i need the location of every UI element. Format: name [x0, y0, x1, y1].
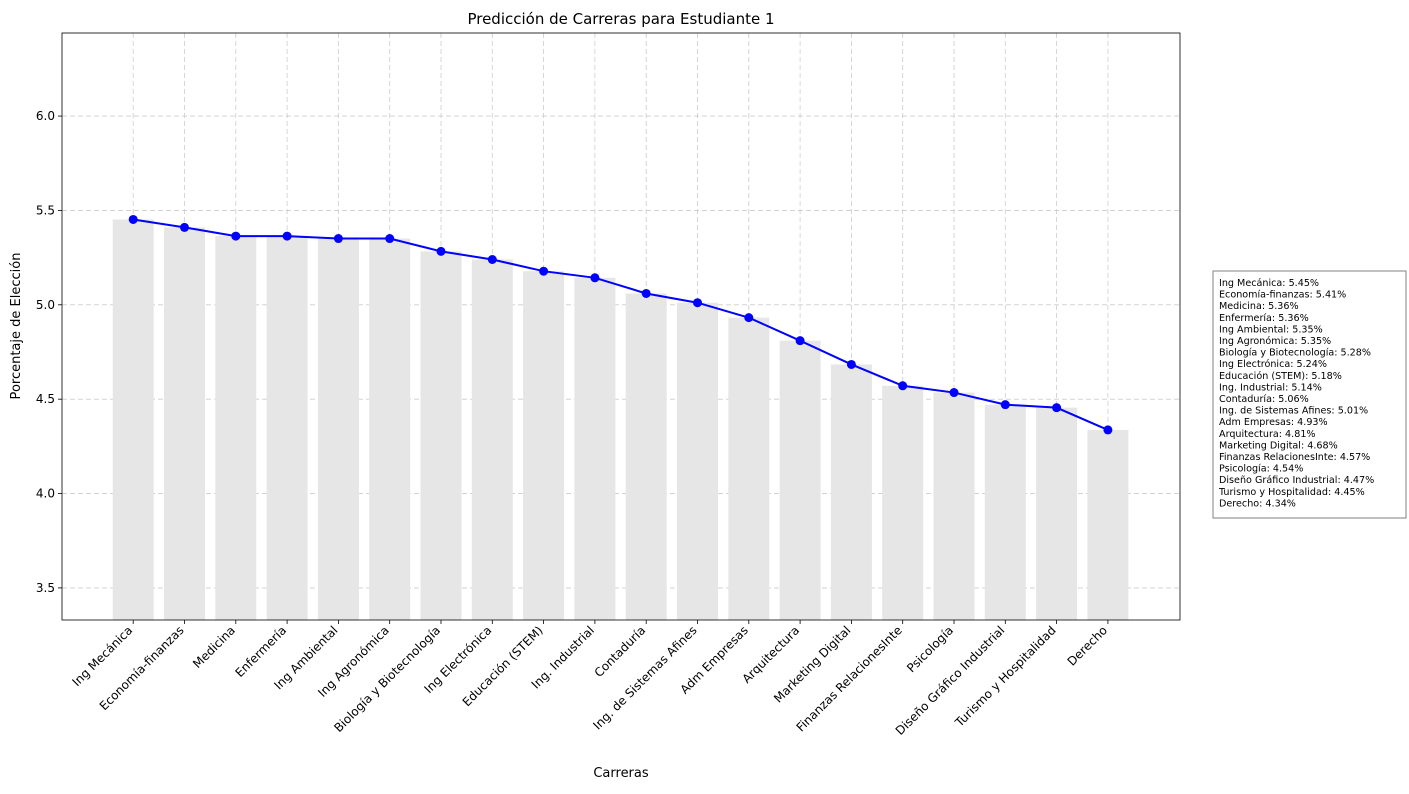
x-tick-label: Medicina — [190, 623, 238, 671]
x-axis-label: Carreras — [593, 766, 649, 781]
line-point — [231, 231, 241, 241]
y-axis-label: Porcentaje de Elección — [9, 253, 24, 400]
line-point — [795, 336, 805, 346]
bar — [779, 340, 821, 620]
x-tick-label: Derecho — [1065, 623, 1110, 668]
x-tick-label: Turismo y Hospitalidad — [952, 623, 1059, 730]
line-series — [133, 218, 1109, 431]
line-point — [333, 234, 343, 244]
legend-entry: Ing. de Sistemas Afines: 5.01% — [1219, 406, 1368, 417]
y-tick-label: 3.5 — [36, 581, 55, 595]
line-point — [590, 273, 600, 283]
legend-entry: Turismo y Hospitalidad: 4.45% — [1218, 487, 1365, 498]
line-point — [641, 288, 651, 298]
bar — [317, 238, 359, 620]
y-tick-label: 5.5 — [36, 203, 55, 217]
bar — [1087, 429, 1129, 620]
legend-entry: Ing. Industrial: 5.14% — [1219, 382, 1322, 393]
bar — [164, 227, 205, 620]
legend-entry: Ing Ambiental: 5.35% — [1219, 324, 1323, 335]
x-tick-label: Enfermería — [232, 623, 289, 680]
bar — [728, 317, 770, 620]
legend-entry: Economía-finanzas: 5.41% — [1219, 289, 1346, 301]
bar — [830, 364, 872, 620]
x-tick-label: Finanzas RelacionesInte — [794, 623, 905, 734]
legend-entry: Finanzas RelacionesInte: 4.57% — [1219, 452, 1370, 463]
bar — [882, 385, 924, 620]
legend-entry: Educación (STEM): 5.18% — [1219, 370, 1342, 382]
x-tick-label: Economía-finanzas — [97, 623, 187, 713]
line-point — [128, 214, 138, 224]
bar — [523, 271, 565, 620]
bar — [112, 219, 154, 621]
line-point — [539, 266, 549, 276]
bar — [933, 392, 975, 620]
x-tick-label: Contaduría — [592, 623, 649, 680]
bar — [1036, 407, 1078, 620]
x-tick-label: Ing. de Sistemas Afines — [590, 623, 699, 732]
line-point — [487, 254, 497, 264]
bar — [369, 238, 411, 620]
legend-entry: Ing Electrónica: 5.24% — [1219, 358, 1327, 370]
bar — [984, 404, 1026, 620]
bar — [677, 302, 718, 620]
line-point — [180, 222, 189, 232]
y-tick-label: 5.0 — [36, 298, 55, 312]
bar — [266, 236, 308, 620]
line-point — [1103, 425, 1113, 435]
line-point — [898, 381, 908, 391]
legend-entry: Enfermería: 5.36% — [1219, 312, 1309, 324]
legend-entry: Adm Empresas: 4.93% — [1219, 417, 1328, 428]
legend-box — [1212, 270, 1407, 519]
bar — [420, 251, 462, 621]
y-tick-label: 6.0 — [36, 109, 55, 123]
y-tick-label: 4.0 — [36, 487, 55, 501]
legend-layer: Ing Mecánica: 5.45%Economía-finanzas: 5.… — [1212, 270, 1407, 519]
line-point — [693, 298, 702, 308]
line-point — [1000, 400, 1010, 410]
x-tick-label: Psicología — [904, 623, 956, 675]
legend-entry: Contaduría: 5.06% — [1219, 393, 1309, 405]
legend-entry: Psicología: 4.54% — [1219, 463, 1303, 475]
line-point — [846, 359, 856, 369]
legend-entry: Derecho: 4.34% — [1219, 498, 1296, 509]
line-point — [282, 231, 292, 241]
legend-entry: Biología y Biotecnología: 5.28% — [1219, 347, 1371, 359]
bar — [471, 259, 513, 620]
bar — [574, 277, 616, 620]
legend-entry: Diseño Gráfico Industrial: 4.47% — [1219, 474, 1374, 486]
line-layer — [128, 214, 1113, 435]
legend-entry: Ing Mecánica: 5.45% — [1219, 277, 1319, 289]
bar-layer — [112, 219, 1129, 621]
line-point — [744, 313, 754, 323]
legend-entry: Arquitectura: 4.81% — [1219, 429, 1316, 440]
line-point — [436, 246, 446, 256]
chart-title: Predicción de Carreras para Estudiante 1 — [467, 10, 774, 28]
legend-entry: Medicina: 5.36% — [1219, 301, 1299, 312]
plot-frame — [61, 32, 1181, 621]
line-point — [1052, 403, 1062, 413]
legend-entry: Marketing Digital: 4.68% — [1219, 440, 1338, 451]
bar — [625, 293, 667, 620]
y-tick-label: 4.5 — [36, 392, 55, 406]
legend-entry: Ing Agronómica: 5.35% — [1219, 335, 1331, 347]
bar — [215, 236, 257, 620]
line-point — [949, 388, 959, 398]
line-point — [385, 234, 395, 244]
x-tick-label: Biología y Biotecnología — [331, 623, 443, 735]
